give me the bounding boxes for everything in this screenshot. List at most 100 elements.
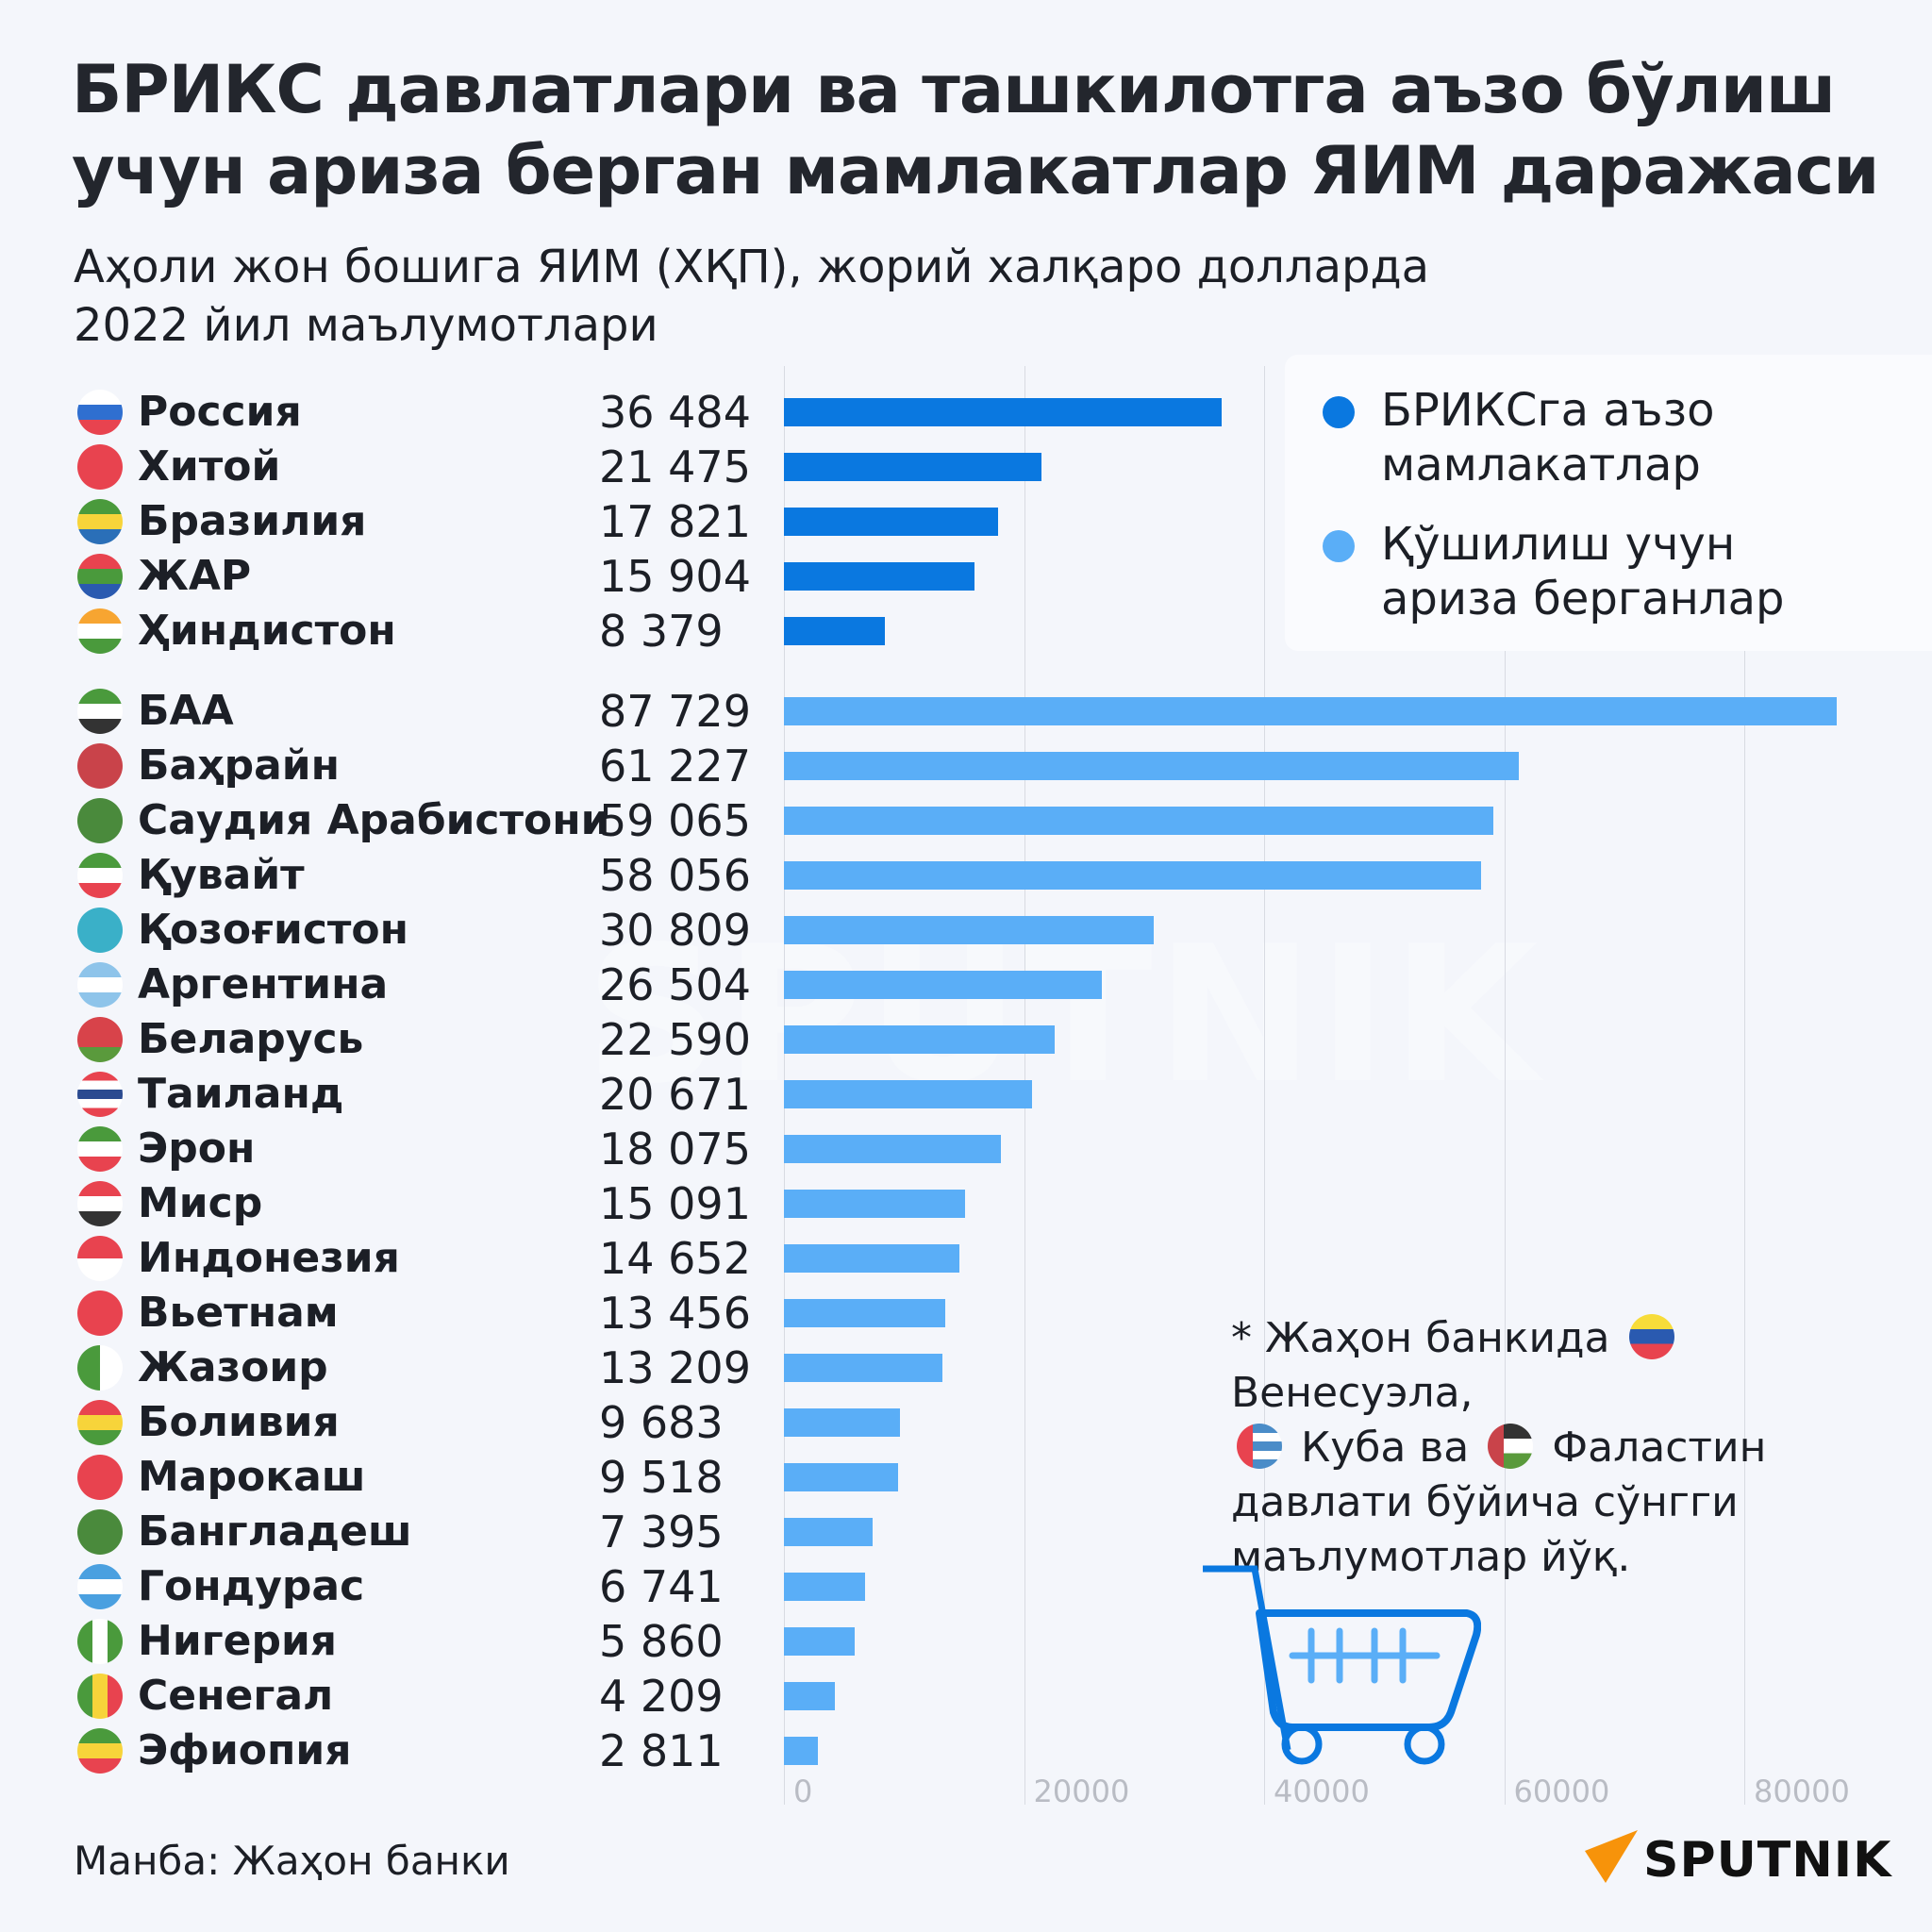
bar [784,1190,966,1218]
value-label: 61 227 [599,741,751,791]
value-label: 13 209 [599,1342,751,1393]
bar [784,398,1223,426]
gridline [1504,366,1506,1805]
bar [784,1135,1001,1163]
bar-row: Марокаш 9 518 [0,1450,1932,1505]
flag-icon [77,1017,123,1062]
subtitle-line-1: Аҳоли жон бошига ЯИМ (ХҚП), жорий халқар… [74,241,1430,293]
bar [784,1573,865,1601]
country-label: Бразилия [138,497,367,545]
flag-icon [77,853,123,898]
bar-row: Саудия Арабистони 59 065 [0,793,1932,848]
country-label: Жазоир [138,1343,328,1391]
bar-row: Эрон 18 075 [0,1122,1932,1176]
bar-row: Қозоғистон 30 809 [0,903,1932,958]
country-label: Марокаш [138,1453,366,1501]
shopping-cart-icon [1203,1565,1481,1765]
value-label: 8 379 [599,606,724,657]
country-label: Ҳиндистон [138,607,396,655]
value-label: 22 590 [599,1014,751,1065]
bar [784,971,1103,999]
bar [784,1627,855,1656]
value-label: 6 741 [599,1561,724,1612]
venezuela-flag-icon [1628,1314,1674,1359]
bar-row: Россия 36 484 [0,385,1932,440]
bar-row: Гондурас 6 741 [0,1559,1932,1614]
bar-row: БАА 87 729 [0,684,1932,739]
flag-icon [77,608,123,654]
value-label: 5 860 [599,1616,724,1667]
bar-row: Жазоир 13 209 [0,1341,1932,1395]
flag-icon [77,1400,123,1445]
country-label: Эфиопия [138,1726,352,1774]
value-label: 15 904 [599,551,751,602]
country-label: Баҳрайн [138,741,341,790]
footnote-venezuela: Венесуэла, [1231,1369,1474,1417]
sputnik-logo-icon [1585,1830,1638,1883]
value-label: 14 652 [599,1233,751,1284]
country-label: Сенегал [138,1672,334,1720]
bar [784,861,1481,890]
value-label: 87 729 [599,686,751,737]
country-label: ЖАР [138,552,252,600]
country-label: Боливия [138,1398,340,1446]
x-tick-label: 80000 [1754,1774,1850,1809]
country-label: Хитой [138,442,281,491]
bar [784,916,1155,944]
value-label: 4 209 [599,1671,724,1722]
country-label: Қозоғистон [138,906,409,954]
x-tick-label: 0 [793,1774,813,1809]
value-label: 2 811 [599,1725,724,1776]
flag-icon [77,499,123,544]
country-label: Аргентина [138,960,389,1008]
value-label: 36 484 [599,387,751,438]
value-label: 13 456 [599,1288,751,1339]
flag-icon [77,798,123,843]
bar-row: Индонезия 14 652 [0,1231,1932,1286]
country-label: Нигерия [138,1617,338,1665]
bar [784,1080,1033,1108]
bar-row: ЖАР 15 904 [0,549,1932,604]
palestine-flag-icon [1488,1424,1534,1469]
country-label: Россия [138,388,302,436]
flag-icon [77,390,123,435]
flag-icon [77,1455,123,1500]
flag-icon [77,444,123,490]
value-label: 9 518 [599,1452,724,1503]
bar-row: Боливия 9 683 [0,1395,1932,1450]
flag-icon [77,1072,123,1117]
footnote-palestine: Фаластин [1552,1424,1767,1472]
value-label: 17 821 [599,496,751,547]
footnote-part1: Жаҳон банкида [1265,1314,1610,1362]
value-label: 15 091 [599,1178,751,1229]
gridline [1744,366,1745,1805]
flag-icon [77,962,123,1008]
value-label: 58 056 [599,850,751,901]
legend-label-members: БРИКСга аъзо мамлакатлар [1381,384,1715,491]
value-label: 26 504 [599,959,751,1010]
flag-icon [77,1291,123,1336]
bar [784,562,975,591]
flag-icon [77,554,123,599]
bar-row: Сенегал 4 209 [0,1669,1932,1724]
flag-icon [77,689,123,734]
bar-row: Ҳиндистон 8 379 [0,604,1932,658]
bar [784,453,1042,481]
flag-icon [77,1181,123,1226]
flag-icon [77,1126,123,1172]
bar [784,617,885,645]
flag-icon [77,1509,123,1555]
bar [784,697,1838,725]
x-tick-label: 40000 [1274,1774,1370,1809]
bar-row: Қувайт 58 056 [0,848,1932,903]
flag-icon [77,1345,123,1391]
bar [784,1682,835,1710]
bar-row: Бангладеш 7 395 [0,1505,1932,1559]
bar-row: Таиланд 20 671 [0,1067,1932,1122]
bar-row: Аргентина 26 504 [0,958,1932,1012]
flag-icon [77,1564,123,1609]
value-label: 20 671 [599,1069,751,1120]
sputnik-logo: SPUTNIK [1583,1826,1890,1890]
country-label: Беларусь [138,1015,364,1063]
footnote: * Жаҳон банкида Венесуэла, Куба ва Фалас… [1231,1311,1929,1585]
